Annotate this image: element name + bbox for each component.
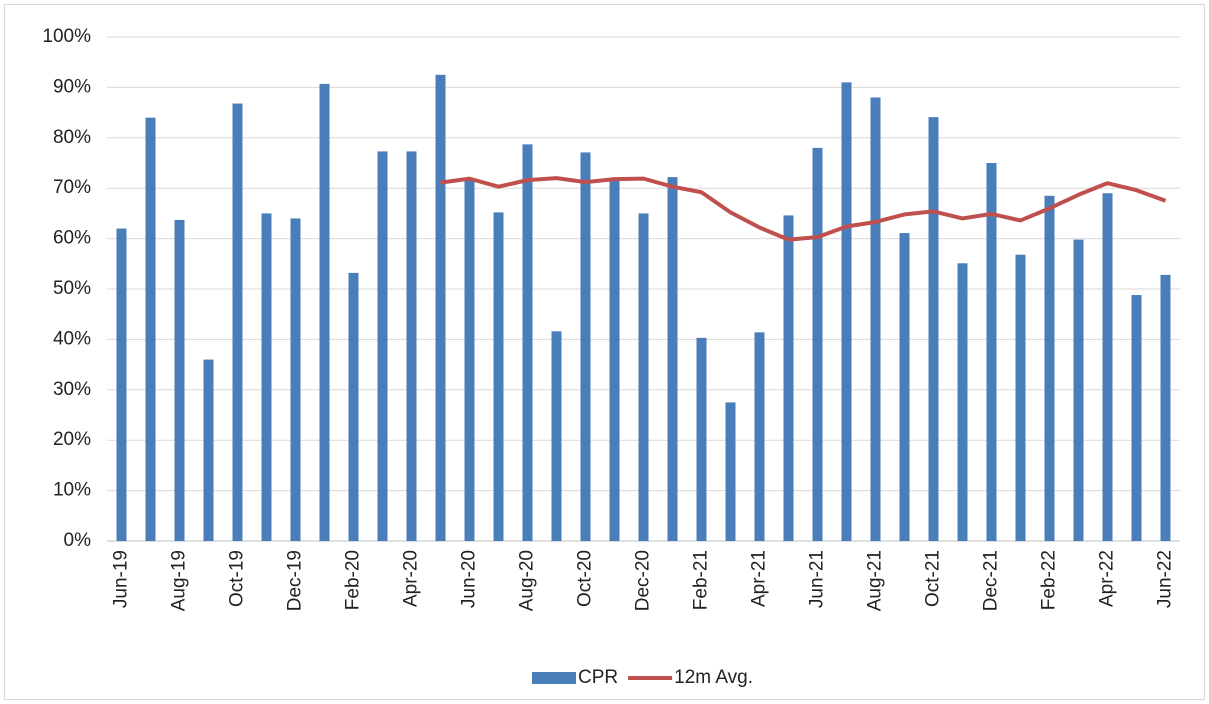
x-tick-label: Aug-19 [169, 550, 190, 611]
y-tick-label: 70% [53, 177, 91, 198]
bar [551, 331, 562, 541]
bar [145, 117, 156, 541]
bar [290, 218, 301, 541]
y-tick-label: 60% [53, 228, 91, 249]
bar [783, 215, 794, 541]
bar [203, 359, 214, 541]
chart-border [4, 4, 1205, 700]
bar [1160, 274, 1171, 541]
bar [522, 144, 533, 542]
line [440, 176, 1167, 242]
bar [261, 213, 272, 541]
y-tick-label: 20% [53, 429, 91, 450]
bar [957, 263, 968, 541]
x-tick-label: Oct-19 [227, 550, 248, 607]
bar [754, 332, 765, 541]
bar [899, 233, 910, 541]
x-tick-label: Dec-20 [633, 550, 654, 611]
bar [667, 177, 678, 541]
bar [812, 147, 823, 541]
x-tick-label: Dec-19 [285, 550, 306, 611]
x-tick-label: Feb-22 [1039, 550, 1060, 610]
y-tick-label: 50% [53, 278, 91, 299]
bar [928, 117, 939, 542]
bar [1044, 195, 1055, 541]
bar [232, 103, 243, 541]
bar [870, 97, 881, 541]
bar [638, 213, 649, 541]
bar [696, 337, 707, 541]
x-tick-label: Apr-21 [749, 550, 770, 607]
bar [1131, 295, 1142, 541]
x-tick-label: Jun-22 [1155, 550, 1176, 608]
legend-label: CPR [578, 667, 618, 688]
y-tick-label: 80% [53, 127, 91, 148]
x-tick-label: Apr-22 [1097, 550, 1118, 607]
x-tick-label: Aug-20 [517, 550, 538, 611]
x-tick-label: Jun-21 [807, 550, 828, 608]
x-tick-label: Feb-21 [691, 550, 712, 610]
y-tick-label: 0% [64, 530, 92, 551]
x-tick-label: Aug-21 [865, 550, 886, 611]
bar [609, 180, 620, 541]
x-tick-label: Apr-20 [401, 550, 422, 607]
x-tick-label: Oct-20 [575, 550, 596, 607]
x-tick-label: Dec-21 [981, 550, 1002, 611]
bar [1073, 239, 1084, 541]
x-tick-label: Oct-21 [923, 550, 944, 607]
legend-label: 12m Avg. [674, 667, 753, 688]
y-tick-label: 90% [53, 76, 91, 97]
x-tick-label: Jun-20 [459, 550, 480, 608]
y-tick-label: 40% [53, 328, 91, 349]
y-tick-label: 30% [53, 379, 91, 400]
bar [1015, 254, 1026, 541]
bar [406, 151, 417, 541]
x-tick-label: Jun-19 [111, 550, 132, 608]
bar [580, 152, 591, 541]
bar [116, 228, 127, 541]
bar [986, 163, 997, 541]
bar [435, 74, 446, 542]
bar [348, 272, 359, 541]
legend-swatch [532, 672, 576, 684]
bar [493, 212, 504, 541]
bar [377, 151, 388, 541]
x-tick-label: Feb-20 [343, 550, 364, 610]
y-tick-label: 10% [53, 480, 91, 501]
bar [725, 402, 736, 541]
y-tick-label: 100% [42, 26, 91, 47]
bar [319, 83, 330, 541]
bar [841, 82, 852, 542]
bar [174, 219, 185, 541]
bar [464, 180, 475, 541]
bar [1102, 193, 1113, 542]
